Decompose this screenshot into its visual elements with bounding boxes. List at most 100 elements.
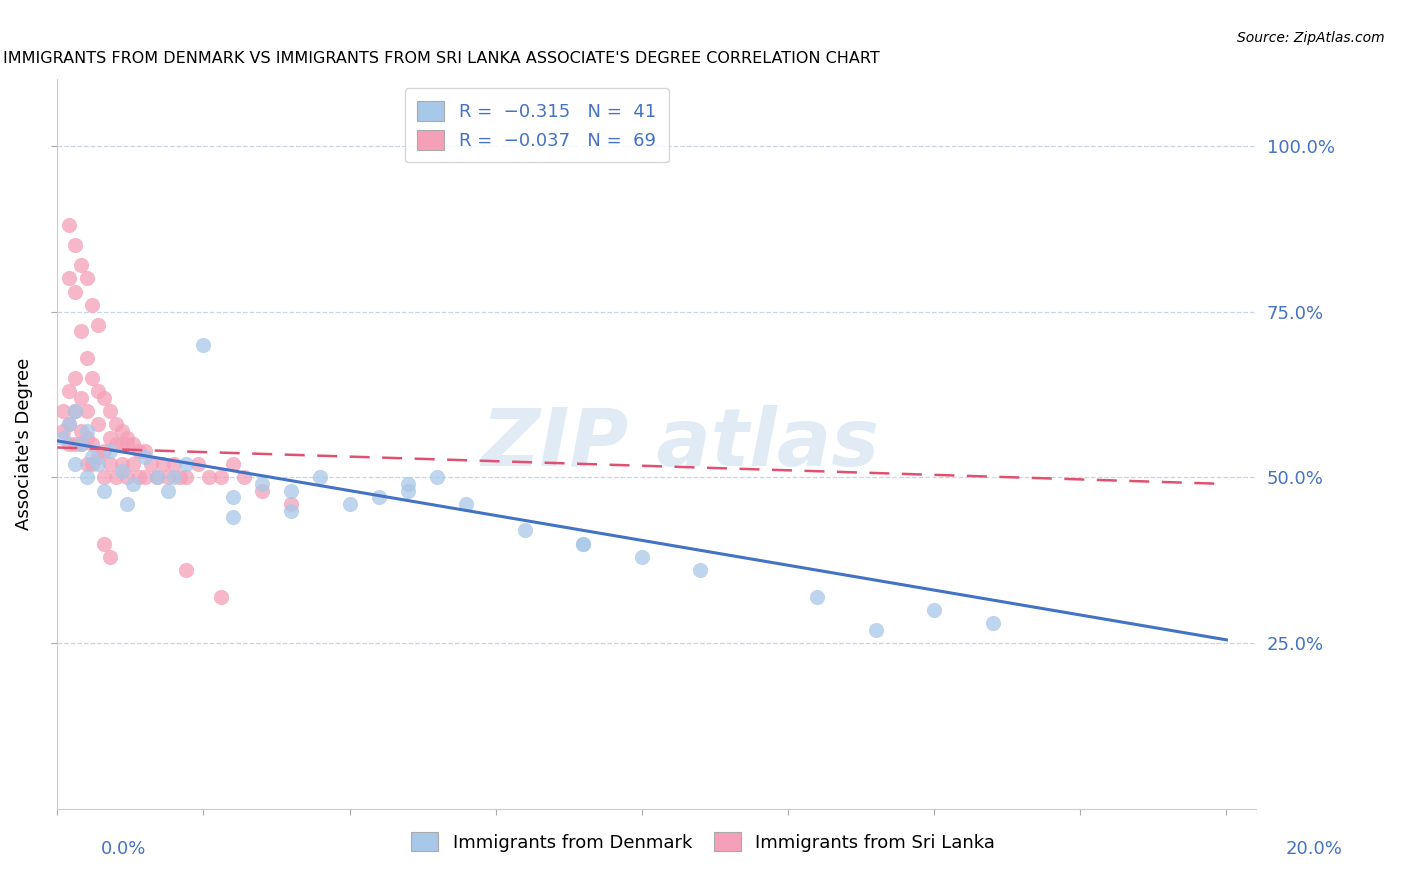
Point [87,384,110,398]
Text: Source: ZipAtlas.com: Source: ZipAtlas.com [1237,31,1385,45]
Point [396,483,419,498]
Point [145,470,167,484]
Point [104,417,127,432]
Point [82,371,104,385]
Point [134,443,156,458]
Text: IMMIGRANTS FROM DENMARK VS IMMIGRANTS FROM SRI LANKA ASSOCIATE'S DEGREE CORRELAT: IMMIGRANTS FROM DENMARK VS IMMIGRANTS FR… [3,51,880,66]
Point [98,457,121,471]
Point [233,470,256,484]
Point [339,497,361,511]
Point [87,450,110,465]
Point [250,483,273,498]
Point [134,470,156,484]
Point [93,470,115,484]
Point [82,437,104,451]
Text: ZIP atlas: ZIP atlas [481,405,880,483]
Point [93,443,115,458]
Point [169,470,191,484]
Point [82,457,104,471]
Point [689,563,711,577]
Point [69,437,91,451]
Point [104,470,127,484]
Point [76,424,98,438]
Point [110,457,132,471]
Point [806,590,828,604]
Point [69,424,91,438]
Point [396,477,419,491]
Point [572,537,595,551]
Point [52,404,75,418]
Point [58,271,80,285]
Point [63,437,86,451]
Point [367,490,389,504]
Point [922,603,945,617]
Y-axis label: Associate's Degree: Associate's Degree [15,358,32,531]
Point [98,443,121,458]
Point [981,616,1004,631]
Point [58,417,80,432]
Point [93,537,115,551]
Point [174,457,197,471]
Point [209,590,232,604]
Point [98,404,121,418]
Point [174,470,197,484]
Point [163,457,186,471]
Legend: Immigrants from Denmark, Immigrants from Sri Lanka: Immigrants from Denmark, Immigrants from… [402,822,1004,861]
Point [221,457,243,471]
Point [128,470,150,484]
Point [157,470,180,484]
Point [63,371,86,385]
Point [145,470,167,484]
Point [98,549,121,564]
Point [76,457,98,471]
Point [163,470,186,484]
Point [117,437,139,451]
Point [280,503,302,517]
Point [280,497,302,511]
Point [63,457,86,471]
Legend: R =  −0.315   N =  41, R =  −0.037   N =  69: R = −0.315 N = 41, R = −0.037 N = 69 [405,88,669,162]
Point [63,285,86,299]
Point [572,537,595,551]
Point [69,437,91,451]
Text: 20.0%: 20.0% [1286,840,1343,858]
Point [76,271,98,285]
Point [221,490,243,504]
Point [309,470,332,484]
Point [110,424,132,438]
Point [117,470,139,484]
Point [58,219,80,233]
Point [93,391,115,405]
Point [250,477,273,491]
Point [221,510,243,524]
Point [187,457,209,471]
Point [117,431,139,445]
Point [456,497,478,511]
Point [110,437,132,451]
Point [152,457,174,471]
Point [87,318,110,332]
Point [76,431,98,445]
Point [193,337,215,351]
Point [76,404,98,418]
Point [98,431,121,445]
Point [631,549,654,564]
Point [63,404,86,418]
Point [513,524,536,538]
Point [58,437,80,451]
Point [174,563,197,577]
Point [128,443,150,458]
Point [63,404,86,418]
Point [104,437,127,451]
Point [87,457,110,471]
Point [280,483,302,498]
Point [63,238,86,252]
Point [52,431,75,445]
Point [198,470,221,484]
Point [76,470,98,484]
Point [69,325,91,339]
Point [82,450,104,465]
Point [76,351,98,365]
Point [93,483,115,498]
Point [122,457,145,471]
